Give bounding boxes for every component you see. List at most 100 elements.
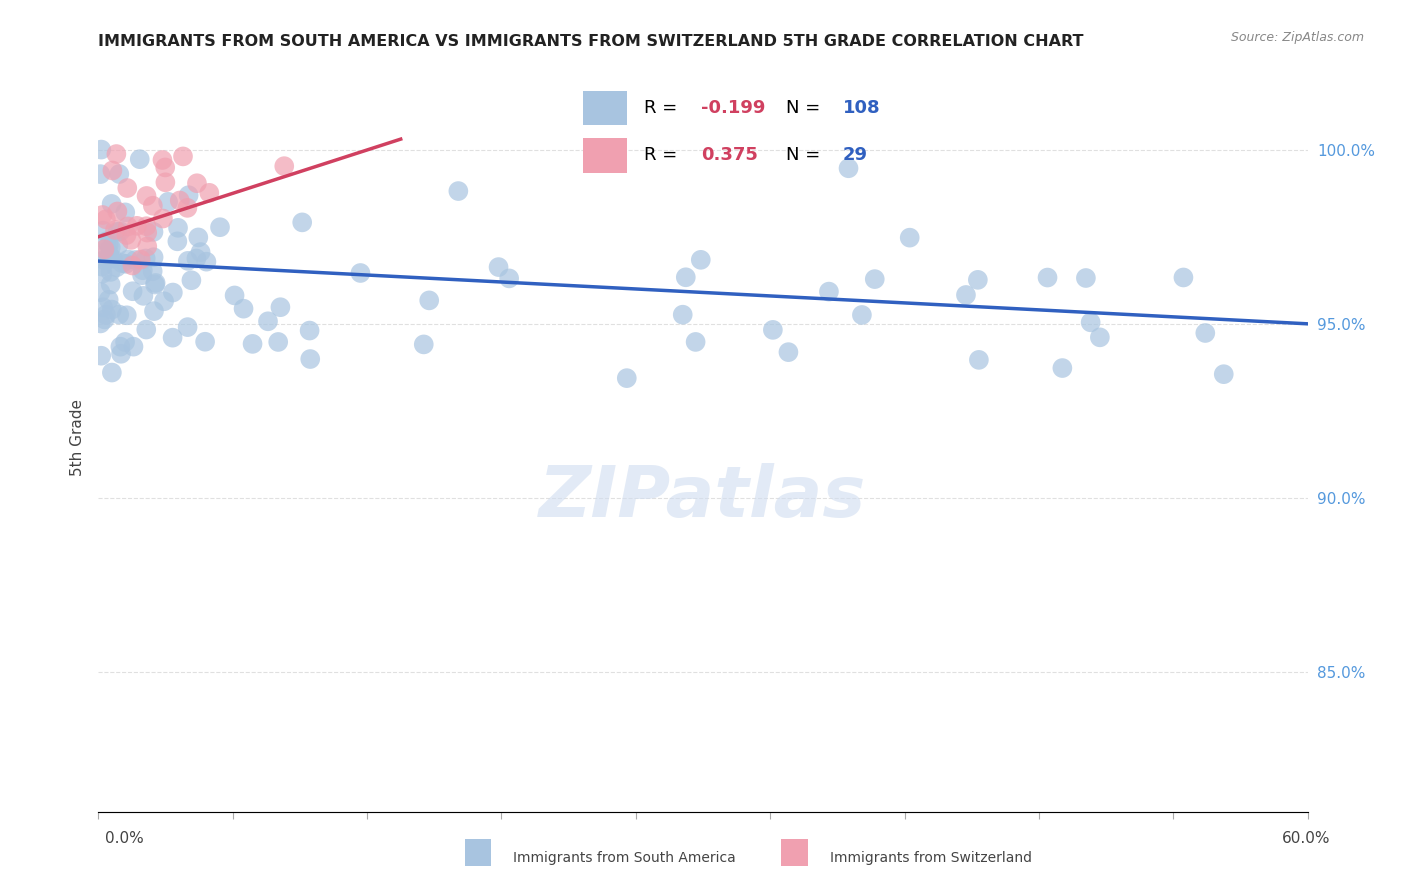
- Point: [142, 264, 165, 278]
- Point: [837, 161, 859, 176]
- Point: [91, 260, 114, 274]
- Point: [136, 239, 159, 253]
- Point: [851, 308, 873, 322]
- Point: [89, 285, 111, 300]
- Point: [110, 224, 132, 238]
- Point: [97, 238, 120, 252]
- Point: [89, 167, 111, 181]
- Text: N =: N =: [786, 146, 825, 164]
- Point: [117, 252, 139, 267]
- Point: [177, 188, 200, 202]
- Point: [675, 270, 697, 285]
- Point: [187, 230, 209, 244]
- Point: [412, 337, 434, 351]
- Point: [93, 242, 115, 256]
- Text: Source: ZipAtlas.com: Source: ZipAtlas.com: [1230, 31, 1364, 45]
- Text: ZIPatlas: ZIPatlas: [540, 463, 866, 532]
- Point: [132, 289, 155, 303]
- Point: [299, 352, 322, 367]
- Point: [155, 161, 177, 175]
- Point: [1194, 326, 1216, 340]
- Point: [1088, 330, 1111, 344]
- Point: [145, 276, 167, 290]
- Point: [97, 252, 120, 266]
- Point: [176, 320, 198, 334]
- Point: [157, 194, 180, 209]
- Point: [111, 256, 134, 270]
- Point: [689, 252, 711, 267]
- Point: [98, 249, 121, 263]
- Point: [105, 147, 128, 161]
- Text: 60.0%: 60.0%: [1282, 831, 1330, 846]
- Point: [162, 331, 184, 345]
- Point: [94, 212, 117, 227]
- Point: [105, 260, 128, 275]
- Point: [186, 176, 208, 190]
- Point: [121, 284, 143, 298]
- Point: [135, 189, 157, 203]
- Point: [135, 322, 157, 336]
- Point: [143, 304, 166, 318]
- Point: [177, 253, 200, 268]
- Point: [257, 314, 280, 328]
- Point: [93, 312, 115, 326]
- Point: [762, 323, 785, 337]
- Point: [232, 301, 254, 316]
- Text: -0.199: -0.199: [702, 99, 766, 117]
- Point: [967, 352, 990, 367]
- Point: [1080, 315, 1102, 329]
- Point: [194, 334, 217, 349]
- Point: [90, 349, 112, 363]
- Text: 0.375: 0.375: [702, 146, 758, 164]
- Point: [242, 337, 264, 351]
- Point: [124, 252, 146, 267]
- Point: [110, 340, 132, 354]
- Point: [190, 245, 212, 260]
- Point: [120, 233, 142, 247]
- Point: [114, 205, 136, 219]
- Text: Immigrants from Switzerland: Immigrants from Switzerland: [830, 851, 1032, 865]
- Point: [136, 226, 159, 240]
- Point: [115, 308, 138, 322]
- FancyBboxPatch shape: [583, 91, 627, 126]
- Point: [142, 199, 165, 213]
- Text: R =: R =: [644, 99, 683, 117]
- Point: [108, 308, 131, 322]
- Text: 108: 108: [844, 99, 880, 117]
- Point: [169, 194, 191, 208]
- Point: [97, 293, 120, 307]
- Point: [1052, 361, 1074, 376]
- Point: [101, 163, 124, 178]
- Point: [155, 175, 177, 189]
- Point: [291, 215, 314, 229]
- Point: [117, 219, 139, 234]
- Point: [672, 308, 695, 322]
- Point: [488, 260, 510, 274]
- Point: [778, 345, 800, 359]
- Point: [110, 347, 132, 361]
- Point: [898, 230, 921, 244]
- Point: [100, 240, 122, 254]
- Point: [176, 201, 198, 215]
- Point: [152, 153, 174, 167]
- Point: [90, 317, 112, 331]
- Point: [162, 285, 184, 300]
- Point: [91, 301, 114, 315]
- Point: [125, 219, 148, 233]
- Point: [96, 244, 118, 258]
- Point: [180, 273, 202, 287]
- Point: [129, 252, 152, 267]
- Point: [107, 204, 129, 219]
- Point: [418, 293, 440, 308]
- Point: [142, 225, 165, 239]
- Point: [91, 208, 114, 222]
- Point: [616, 371, 638, 385]
- Point: [298, 324, 321, 338]
- Point: [447, 184, 470, 198]
- Point: [818, 285, 841, 299]
- Point: [172, 149, 194, 163]
- Point: [198, 186, 221, 200]
- Point: [108, 167, 131, 181]
- Point: [143, 277, 166, 292]
- Text: 0.0%: 0.0%: [105, 831, 145, 846]
